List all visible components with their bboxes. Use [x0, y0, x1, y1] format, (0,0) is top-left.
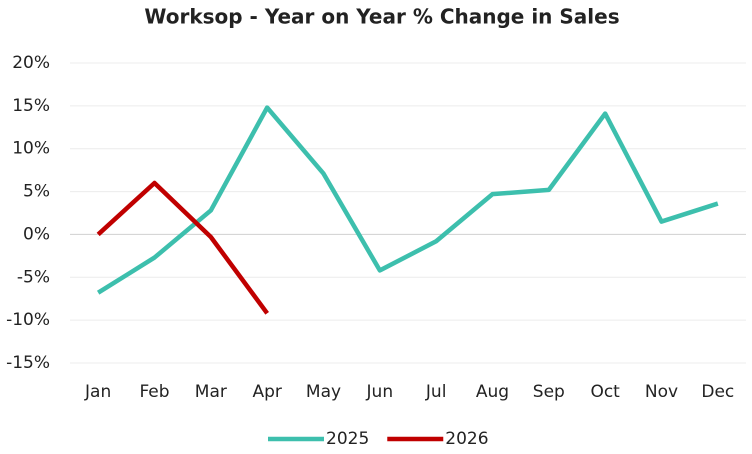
y-tick-label: 5% [23, 182, 50, 202]
legend-label: 2026 [445, 429, 488, 449]
series-line [96, 180, 269, 315]
y-tick-label: 20% [12, 53, 50, 73]
x-tick-label: May [306, 382, 341, 402]
series-line [96, 105, 719, 295]
y-tick-label: -15% [6, 353, 50, 373]
x-tick-label: Jun [366, 382, 394, 402]
y-tick-label: -10% [6, 310, 50, 330]
x-tick-label: Nov [645, 382, 678, 402]
y-tick-label: 10% [12, 139, 50, 159]
y-tick-label: -5% [17, 267, 50, 287]
legend-label: 2025 [326, 429, 369, 449]
x-tick-label: Oct [590, 382, 620, 402]
x-tick-label: Feb [139, 382, 169, 402]
x-tick-label: Dec [701, 382, 734, 402]
x-tick-label: Apr [252, 382, 281, 402]
y-tick-label: 15% [12, 96, 50, 116]
chart-title: Worksop - Year on Year % Change in Sales [144, 5, 619, 29]
x-tick-label: Jul [425, 382, 447, 402]
x-tick-label: Aug [476, 382, 509, 402]
x-tick-label: Sep [533, 382, 565, 402]
x-tick-label: Mar [195, 382, 227, 402]
x-tick-label: Jan [84, 382, 111, 402]
y-tick-label: 0% [23, 224, 50, 244]
